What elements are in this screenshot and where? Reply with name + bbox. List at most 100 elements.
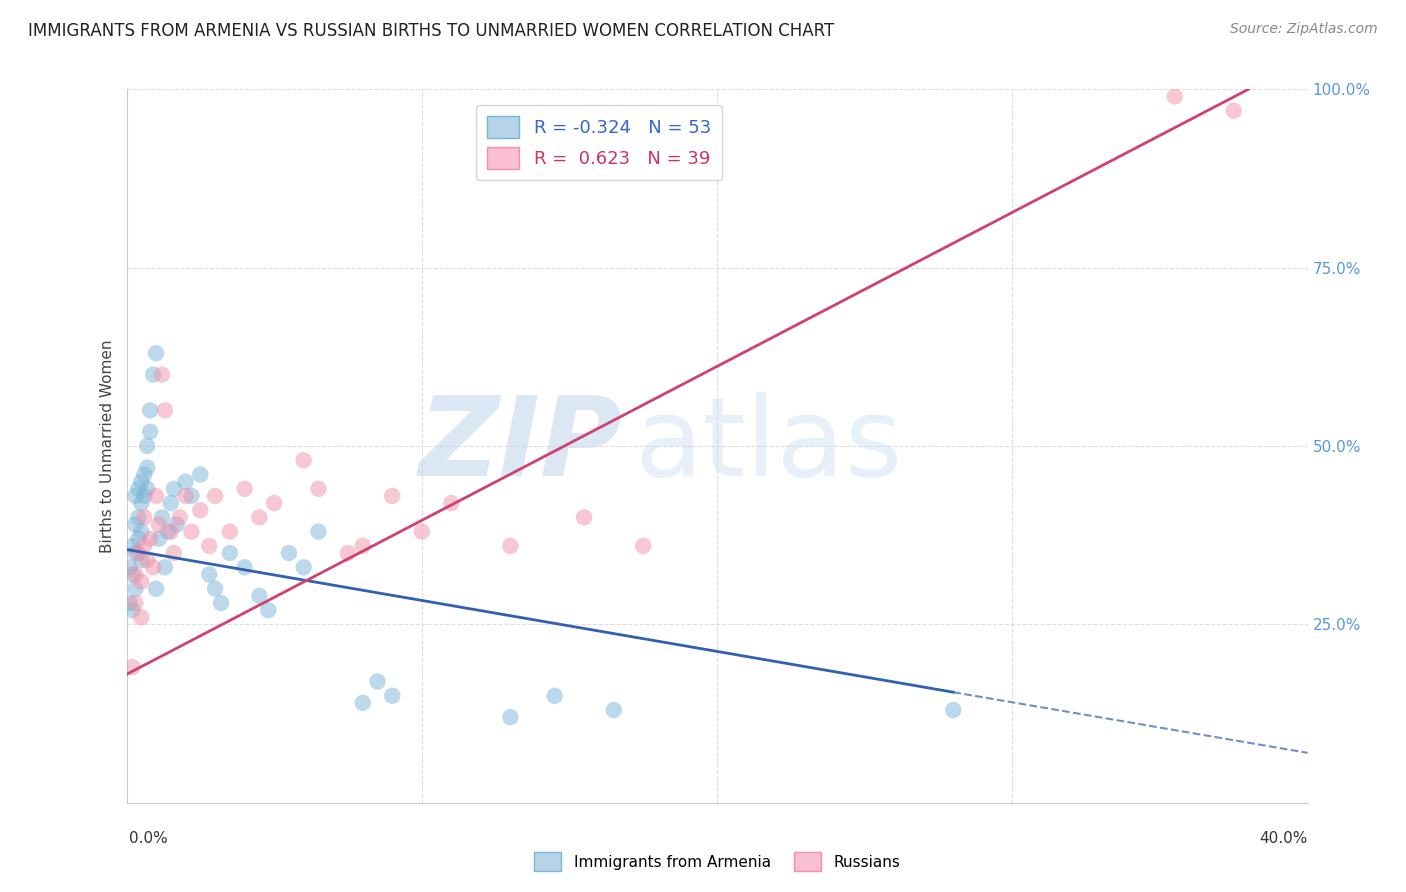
Point: [121, 603, 143, 617]
Point: [127, 532, 149, 546]
Point: [127, 546, 149, 560]
Point: [127, 482, 149, 496]
Point: [134, 489, 156, 503]
Point: [233, 560, 256, 574]
Point: [499, 539, 522, 553]
Point: [209, 596, 232, 610]
Point: [129, 524, 153, 539]
Point: [1164, 89, 1187, 103]
Point: [159, 496, 183, 510]
Point: [124, 567, 146, 582]
Point: [142, 368, 165, 382]
Point: [247, 510, 270, 524]
Point: [257, 603, 280, 617]
Point: [163, 482, 186, 496]
Point: [180, 524, 202, 539]
Point: [292, 453, 315, 467]
Point: [198, 539, 221, 553]
Point: [129, 496, 153, 510]
Text: Source: ZipAtlas.com: Source: ZipAtlas.com: [1230, 22, 1378, 37]
Point: [159, 524, 183, 539]
Y-axis label: Births to Unmarried Women: Births to Unmarried Women: [100, 339, 115, 553]
Point: [142, 560, 165, 574]
Point: [247, 589, 270, 603]
Point: [219, 524, 242, 539]
Point: [156, 524, 179, 539]
Point: [129, 610, 153, 624]
Point: [942, 703, 965, 717]
Point: [440, 496, 463, 510]
Point: [136, 482, 159, 496]
Point: [145, 346, 167, 360]
Point: [163, 546, 186, 560]
Point: [136, 460, 159, 475]
Point: [121, 567, 143, 582]
Point: [233, 482, 256, 496]
Point: [543, 689, 565, 703]
Point: [574, 510, 596, 524]
Point: [121, 660, 143, 674]
Point: [381, 489, 404, 503]
Point: [263, 496, 285, 510]
Point: [169, 510, 191, 524]
Legend: Immigrants from Armenia, Russians: Immigrants from Armenia, Russians: [527, 847, 907, 877]
Point: [153, 403, 176, 417]
Text: IMMIGRANTS FROM ARMENIA VS RUSSIAN BIRTHS TO UNMARRIED WOMEN CORRELATION CHART: IMMIGRANTS FROM ARMENIA VS RUSSIAN BIRTH…: [28, 22, 834, 40]
Point: [188, 467, 211, 482]
Point: [124, 596, 146, 610]
Point: [204, 582, 226, 596]
Point: [198, 567, 221, 582]
Point: [124, 582, 146, 596]
Point: [204, 489, 226, 503]
Point: [121, 539, 143, 553]
Point: [145, 489, 167, 503]
Point: [180, 489, 202, 503]
Point: [124, 546, 146, 560]
Text: 40.0%: 40.0%: [1260, 831, 1308, 846]
Point: [411, 524, 433, 539]
Point: [174, 489, 197, 503]
Point: [278, 546, 301, 560]
Point: [139, 425, 162, 439]
Point: [139, 403, 162, 417]
Point: [1222, 103, 1246, 118]
Point: [145, 582, 167, 596]
Point: [150, 510, 173, 524]
Point: [129, 553, 153, 567]
Point: [118, 596, 141, 610]
Point: [307, 524, 329, 539]
Point: [134, 510, 156, 524]
Point: [148, 532, 170, 546]
Point: [307, 482, 329, 496]
Point: [174, 475, 197, 489]
Point: [136, 439, 159, 453]
Point: [148, 517, 170, 532]
Point: [118, 560, 141, 574]
Point: [134, 539, 156, 553]
Text: atlas: atlas: [634, 392, 903, 500]
Point: [188, 503, 211, 517]
Point: [129, 475, 153, 489]
Text: ZIP: ZIP: [419, 392, 623, 500]
Point: [166, 517, 188, 532]
Point: [292, 560, 315, 574]
Point: [129, 574, 153, 589]
Point: [136, 553, 159, 567]
Point: [153, 560, 176, 574]
Point: [603, 703, 626, 717]
Point: [127, 510, 149, 524]
Text: 0.0%: 0.0%: [129, 831, 169, 846]
Point: [366, 674, 388, 689]
Point: [150, 368, 173, 382]
Point: [352, 539, 374, 553]
Point: [139, 532, 162, 546]
Point: [124, 517, 146, 532]
Point: [499, 710, 522, 724]
Point: [134, 467, 156, 482]
Point: [124, 489, 146, 503]
Point: [352, 696, 374, 710]
Point: [381, 689, 404, 703]
Point: [337, 546, 360, 560]
Point: [631, 539, 654, 553]
Point: [219, 546, 242, 560]
